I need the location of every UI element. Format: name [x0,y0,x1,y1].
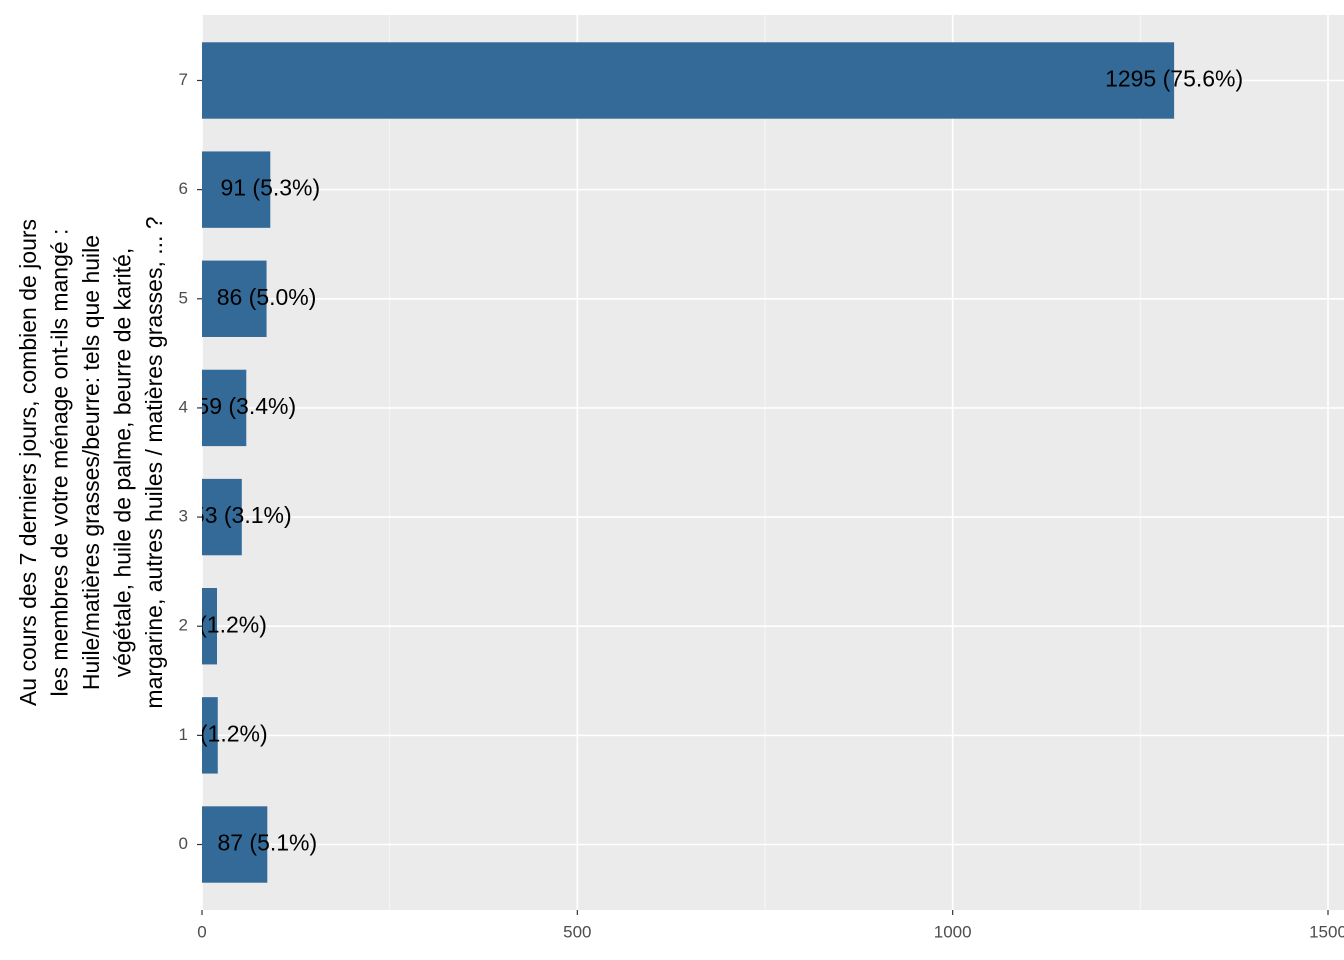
y-axis-title: Au cours des 7 derniers jours, combien d… [15,219,41,706]
y-axis-title: végétale, huile de palme, beurre de kari… [110,248,136,678]
x-tick-label: 1000 [934,922,972,941]
value-labels: 87 (5.1%) 21 (1.2%) 20 (1.2%) 53 (3.1%) 59 (… [167,66,1243,856]
y-tick-label: 2 [179,616,188,635]
bars [202,42,1175,883]
bar [202,806,268,883]
value-label: 87 (5.1%) [217,830,317,856]
y-tick-label: 7 [179,70,188,89]
y-tick-label: 1 [179,725,188,744]
y-tick-label: 4 [179,397,188,416]
bar [202,369,247,447]
y-tick-label: 3 [179,507,188,526]
bar [202,588,218,665]
value-label: 21 (1.2%) [168,720,268,746]
y-tick-label: 0 [179,834,188,853]
y-tick-label: 5 [179,288,188,307]
value-label: 59 (3.4%) [196,393,296,419]
bar [202,42,1175,119]
y-tick-label: 6 [179,179,188,198]
value-label: 20 (1.2%) [167,611,267,637]
x-tick-label: 500 [563,922,591,941]
bar [202,478,242,556]
bar [202,260,267,337]
bar [202,697,218,774]
panel [202,15,1344,910]
y-axis-title: margarine, autres huiles / matières gras… [141,216,167,708]
value-label: 1295 (75.6%) [1105,66,1243,92]
bar [202,151,271,228]
axes: 0 500 1000 1500 0 1 2 3 4 5 6 7 [179,70,1344,942]
x-tick-label: 1500 [1309,922,1344,941]
x-tick-label: 0 [197,922,206,941]
y-axis-title: Huile/matières grasses/beurre: tels que … [78,235,104,690]
value-label: 91 (5.3%) [220,175,320,201]
y-axis-title: les membres de votre ménage ont-ils mang… [47,229,73,697]
value-label: 53 (3.1%) [192,502,292,528]
value-label: 86 (5.0%) [217,284,317,310]
